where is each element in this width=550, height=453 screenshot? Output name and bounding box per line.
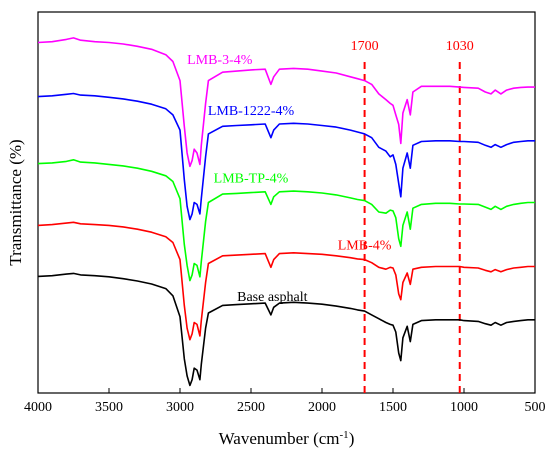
marker-label-1030: 1030 [446, 39, 474, 54]
series-label-1: LMB-1222-4% [208, 104, 295, 119]
x-tick-label: 2500 [237, 400, 265, 415]
x-tick-label: 2000 [308, 400, 336, 415]
series-label-0: LMB-3-4% [187, 53, 253, 68]
marker-label-1700: 1700 [351, 39, 379, 54]
series-label-2: LMB-TP-4% [214, 172, 289, 187]
x-tick-label: 1000 [450, 400, 478, 415]
y-axis-title: Transmittance (%) [6, 139, 25, 265]
x-axis-ticks: 4000 3500 3000 2500 2000 1500 1000 500 [24, 388, 546, 415]
x-tick-label: 500 [525, 400, 546, 415]
x-tick-label: 4000 [24, 400, 52, 415]
series-line-3 [37, 221, 535, 341]
x-tick-label: 3000 [166, 400, 194, 415]
x-tick-label: 1500 [379, 400, 407, 415]
series-label-4: Base asphalt [237, 290, 307, 305]
series-lines [37, 37, 535, 387]
series-label-3: LMB-4% [338, 239, 392, 254]
series-labels: LMB-3-4% LMB-1222-4% LMB-TP-4% LMB-4% Base a… [187, 53, 392, 305]
series-line-1 [37, 92, 535, 221]
series-line-0 [37, 37, 535, 168]
series-line-2 [37, 159, 535, 282]
x-tick-label: 3500 [95, 400, 123, 415]
x-axis-title: Wavenumber (cm-1) [219, 429, 355, 448]
series-line-4 [37, 272, 535, 387]
marker-lines: 1700 1030 [351, 39, 474, 393]
